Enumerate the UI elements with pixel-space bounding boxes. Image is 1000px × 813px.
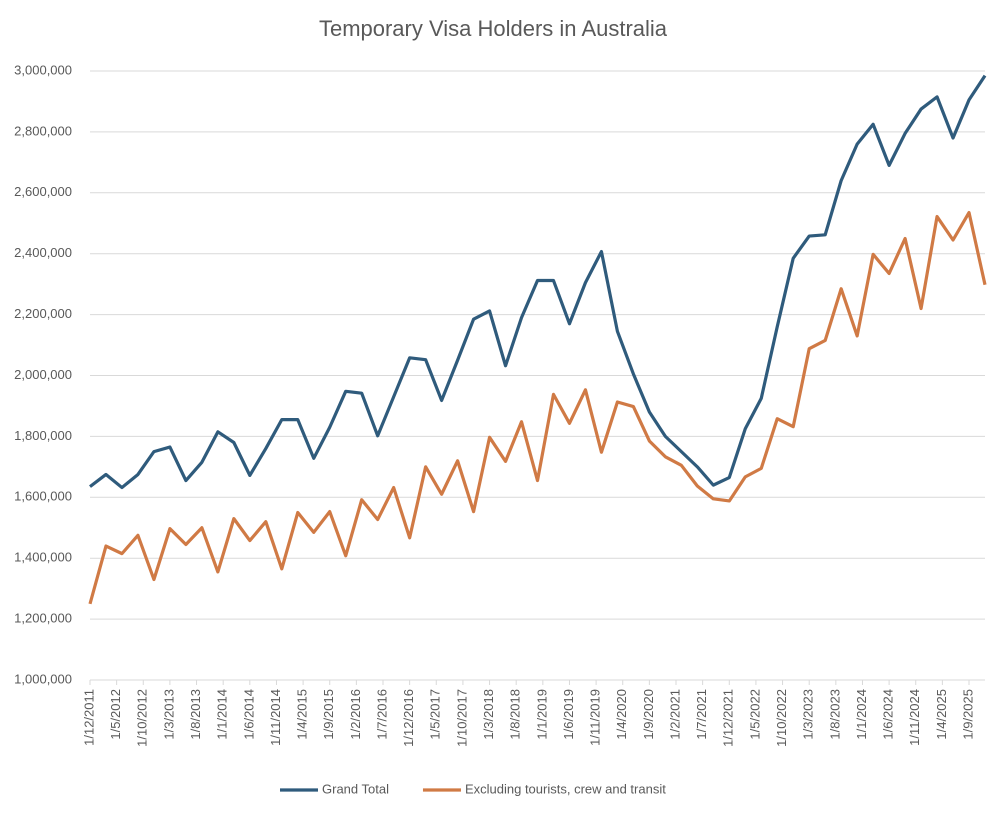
series-line <box>88 210 987 605</box>
y-tick-label: 3,000,000 <box>14 62 72 77</box>
x-tick-label: 1/1/2014 <box>215 689 230 740</box>
x-tick-label: 1/4/2015 <box>295 689 310 740</box>
x-tick-label: 1/12/2016 <box>401 689 416 747</box>
y-tick-label: 2,600,000 <box>14 184 72 199</box>
x-tick-label: 1/1/2019 <box>534 689 549 740</box>
x-tick-label: 1/5/2022 <box>747 689 762 740</box>
legend-label: Grand Total <box>322 781 389 796</box>
x-tick-label: 1/11/2019 <box>588 689 603 746</box>
x-tick-label: 1/5/2017 <box>428 689 443 740</box>
chart-title: Temporary Visa Holders in Australia <box>319 16 668 41</box>
x-tick-label: 1/5/2012 <box>108 689 123 740</box>
x-tick-label: 1/3/2018 <box>481 689 496 740</box>
x-tick-label: 1/9/2020 <box>641 689 656 740</box>
x-tick-label: 1/8/2013 <box>188 689 203 740</box>
series-line <box>89 74 987 490</box>
x-tick-label: 1/6/2024 <box>881 689 896 740</box>
x-tick-label: 1/4/2020 <box>614 689 629 740</box>
x-tick-label: 1/6/2014 <box>241 689 256 740</box>
y-tick-label: 2,400,000 <box>14 245 72 260</box>
x-tick-label: 1/10/2012 <box>135 689 150 747</box>
x-tick-label: 1/9/2025 <box>960 689 975 740</box>
x-tick-label: 1/11/2014 <box>268 689 283 746</box>
y-tick-label: 1,000,000 <box>14 671 72 686</box>
x-tick-label: 1/2/2021 <box>667 689 682 740</box>
y-tick-label: 1,800,000 <box>14 428 72 443</box>
x-tick-label: 1/6/2019 <box>561 689 576 740</box>
y-tick-label: 2,800,000 <box>14 123 72 138</box>
x-tick-label: 1/3/2023 <box>801 689 816 740</box>
x-tick-label: 1/8/2023 <box>827 689 842 740</box>
x-tick-label: 1/1/2024 <box>854 689 869 740</box>
y-tick-label: 1,400,000 <box>14 550 72 565</box>
x-tick-label: 1/7/2021 <box>694 689 709 740</box>
legend-label: Excluding tourists, crew and transit <box>465 781 666 796</box>
x-tick-label: 1/4/2025 <box>934 689 949 740</box>
x-tick-label: 1/2/2016 <box>348 689 363 740</box>
x-tick-label: 1/9/2015 <box>321 689 336 740</box>
x-tick-label: 1/11/2024 <box>907 689 922 746</box>
x-tick-label: 1/10/2022 <box>774 689 789 747</box>
x-tick-label: 1/3/2013 <box>161 689 176 740</box>
x-tick-label: 1/12/2011 <box>81 689 96 746</box>
x-tick-label: 1/8/2018 <box>508 689 523 740</box>
y-tick-label: 1,200,000 <box>14 611 72 626</box>
y-tick-label: 2,200,000 <box>14 306 72 321</box>
x-tick-label: 1/10/2017 <box>454 689 469 747</box>
y-tick-label: 1,600,000 <box>14 489 72 504</box>
x-tick-label: 1/7/2016 <box>374 689 389 740</box>
y-tick-label: 2,000,000 <box>14 367 72 382</box>
x-tick-label: 1/12/2021 <box>721 689 736 747</box>
